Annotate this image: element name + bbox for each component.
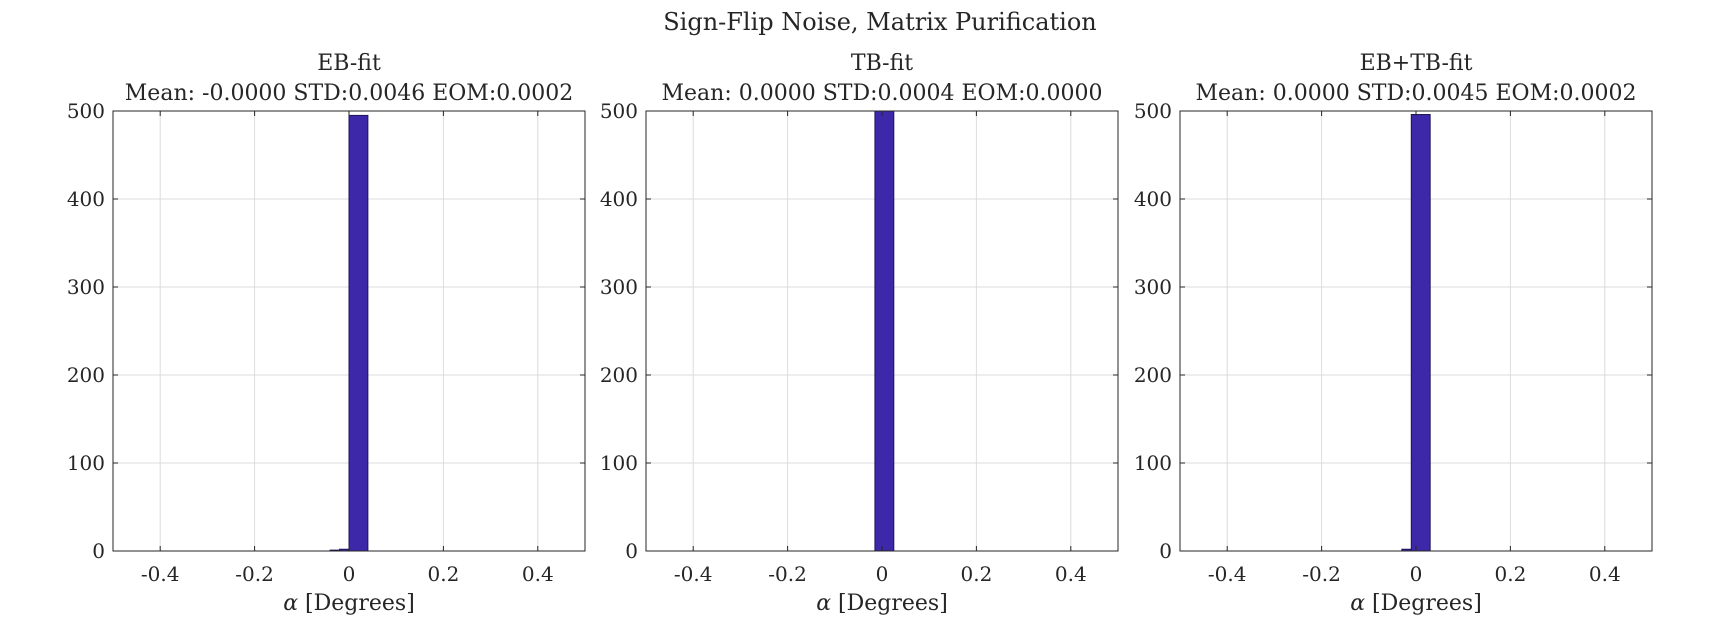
x-tick-label: -0.2: [768, 562, 807, 586]
y-tick-label: 400: [67, 187, 105, 211]
histogram-panel-3: -0.4 -0.2 0 0.2 0.4 0 100 200 300 400 500 EB+TB-fit…: [1134, 51, 1653, 616]
x-tick-label: 0.2: [1494, 562, 1526, 586]
x-tick-label: -0.4: [141, 562, 180, 586]
y-tick-label: 200: [67, 363, 105, 387]
panel-title: EB-fit: [317, 51, 381, 76]
y-tick-label: 500: [1134, 99, 1172, 123]
y-tick-label: 300: [67, 275, 105, 299]
x-tick-label: 0: [343, 562, 356, 586]
x-tick-label: -0.2: [235, 562, 274, 586]
x-tick-label: -0.4: [1208, 562, 1247, 586]
histogram-bar: [874, 110, 895, 552]
x-tick-label: 0.2: [427, 562, 459, 586]
y-tick-label: 0: [625, 539, 638, 563]
x-tick-label: -0.4: [674, 562, 713, 586]
panel-stats: Mean: 0.0000 STD:0.0045 EOM:0.0002: [1196, 81, 1637, 106]
y-tick-label: 100: [600, 451, 638, 475]
x-axis-label: α [Degrees]: [283, 591, 415, 616]
y-tick-label: 500: [600, 99, 638, 123]
y-tick-label: 200: [600, 363, 638, 387]
panel-stats: Mean: -0.0000 STD:0.0046 EOM:0.0002: [125, 81, 573, 106]
panel-stats: Mean: 0.0000 STD:0.0004 EOM:0.0000: [662, 81, 1103, 106]
x-tick-label: 0.4: [1055, 562, 1087, 586]
figure-title: Sign-Flip Noise, Matrix Purification: [663, 8, 1097, 36]
y-tick-label: 200: [1134, 363, 1172, 387]
x-tick-label: 0.4: [1589, 562, 1621, 586]
x-tick-label: 0: [1410, 562, 1423, 586]
y-tick-label: 400: [1134, 187, 1172, 211]
panel-title: TB-fit: [851, 51, 913, 76]
y-tick-label: 100: [67, 451, 105, 475]
y-tick-label: 300: [600, 275, 638, 299]
y-tick-label: 0: [1159, 539, 1172, 563]
histogram-bar: [348, 114, 369, 552]
x-tick-label: 0: [876, 562, 889, 586]
x-tick-label: -0.2: [1302, 562, 1341, 586]
y-tick-label: 0: [92, 539, 105, 563]
x-tick-label: 0.4: [522, 562, 554, 586]
y-tick-label: 400: [600, 187, 638, 211]
histogram-panel-1: -0.4 -0.2 0 0.2 0.4 0 100 200 300 400 500 EB-fit Mea…: [67, 51, 586, 616]
histogram-bar: [1410, 114, 1431, 552]
panel-title: EB+TB-fit: [1360, 51, 1473, 76]
y-tick-label: 300: [1134, 275, 1172, 299]
x-axis-label: α [Degrees]: [1350, 591, 1482, 616]
y-tick-label: 500: [67, 99, 105, 123]
x-tick-label: 0.2: [960, 562, 992, 586]
y-tick-label: 100: [1134, 451, 1172, 475]
x-axis-label: α [Degrees]: [816, 591, 948, 616]
histogram-panel-2: -0.4 -0.2 0 0.2 0.4 0 100 200 300 400 500 TB-fit Mea…: [600, 51, 1119, 616]
